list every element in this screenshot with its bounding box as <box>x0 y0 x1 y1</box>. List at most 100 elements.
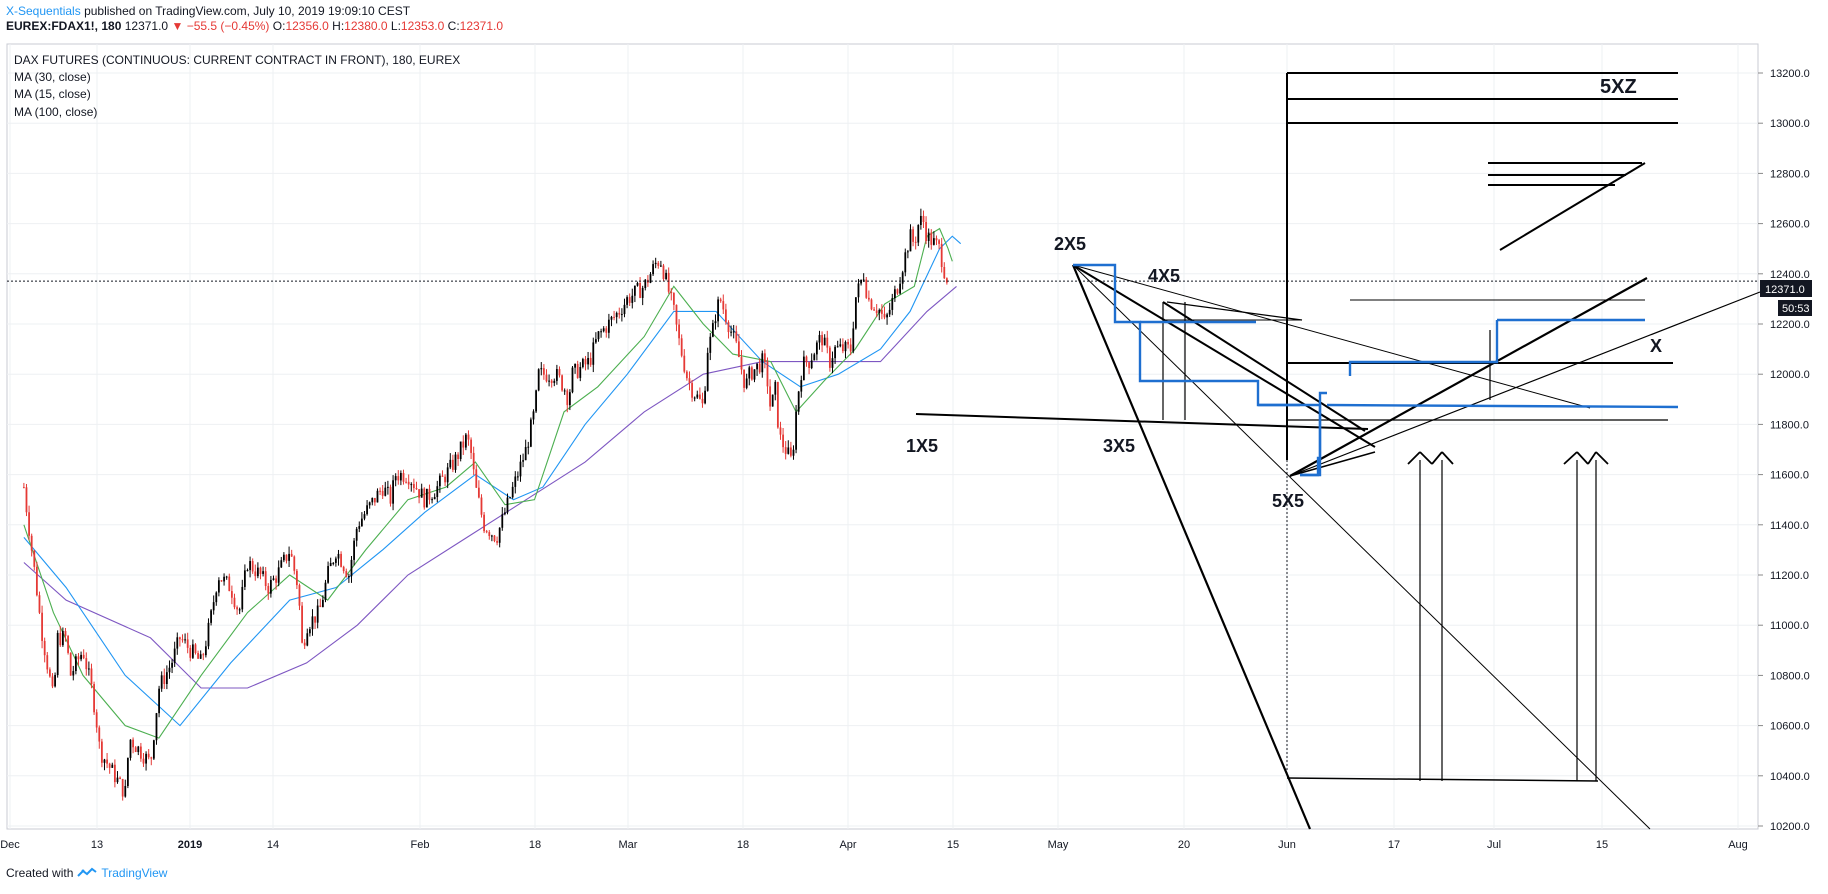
candle-body <box>867 297 870 300</box>
ma15-path <box>23 227 953 739</box>
candle-body <box>945 278 948 283</box>
candle-body <box>342 566 345 572</box>
candle-body <box>792 449 795 456</box>
candle-body <box>886 314 888 318</box>
candle-body <box>85 658 88 670</box>
candle-body <box>389 486 392 504</box>
candle-body <box>568 392 571 406</box>
candle-body <box>540 368 543 370</box>
candle-body <box>795 411 797 450</box>
arrow-head-3a <box>1563 451 1578 465</box>
x-tick-label: 17 <box>1388 839 1400 851</box>
candle-body <box>737 341 740 358</box>
y-tick-label: 12800.0 <box>1770 168 1810 180</box>
candle-body <box>410 484 413 486</box>
candle-body <box>345 571 348 577</box>
candle-body <box>178 637 181 640</box>
candle-body <box>126 757 129 786</box>
candle-body <box>93 684 95 713</box>
candle-body <box>808 362 810 369</box>
candle-body <box>119 777 121 780</box>
candle-body <box>332 562 335 564</box>
candle-body <box>873 309 875 311</box>
publish-info: X-Sequentials published on TradingView.c… <box>6 4 503 19</box>
candle-body <box>823 337 826 346</box>
candle-body <box>561 375 563 391</box>
candle-body <box>644 279 647 289</box>
candle-body <box>631 295 634 303</box>
candle-body <box>797 391 800 412</box>
candle-body <box>25 487 28 513</box>
legend-ma100[interactable]: MA (100, close) <box>14 105 97 119</box>
candle-body <box>490 535 493 537</box>
legend-ma15[interactable]: MA (15, close) <box>14 87 91 101</box>
candle-body <box>735 331 738 342</box>
countdown-tag-text: 50:53 <box>1782 303 1810 315</box>
x-tick-label: 18 <box>529 839 541 851</box>
ma15-line <box>23 227 953 739</box>
ma100-path <box>23 285 957 689</box>
ma30-path <box>23 235 962 727</box>
x-tick-label: May <box>1048 839 1069 851</box>
candle-body <box>35 566 38 596</box>
candle-body <box>834 346 836 359</box>
candle-body <box>761 353 764 373</box>
candle-body <box>272 578 275 580</box>
candle-body <box>652 264 654 275</box>
candle-body <box>256 567 259 577</box>
candle-body <box>204 646 207 656</box>
candle-body <box>925 222 927 241</box>
candle-body <box>654 262 657 265</box>
author-link[interactable]: X-Sequentials <box>6 4 81 18</box>
candle-body <box>319 605 322 607</box>
candle-body <box>935 238 938 241</box>
candle-body <box>392 480 394 504</box>
countdown-tag-bg <box>1778 300 1812 316</box>
candle-body <box>121 779 124 797</box>
candle-body <box>46 655 49 670</box>
arrow-head-1a <box>1407 451 1421 465</box>
candle-body <box>324 582 327 600</box>
candle-body <box>56 632 59 675</box>
candle-body <box>849 344 852 352</box>
candle-body <box>802 356 805 381</box>
candle-body <box>563 390 566 392</box>
candle-body <box>173 648 176 663</box>
candle-body <box>384 487 387 496</box>
candle-body <box>106 759 108 764</box>
candle-body <box>467 434 470 440</box>
candle-body <box>132 739 134 748</box>
candle-body <box>719 299 722 302</box>
tradingview-link[interactable]: TradingView <box>101 866 168 880</box>
candle-body <box>501 514 504 528</box>
legend-ma30[interactable]: MA (30, close) <box>14 70 91 84</box>
y-tick-label: 13000.0 <box>1770 118 1810 130</box>
candle-body <box>844 341 847 352</box>
candle-body <box>186 639 189 648</box>
candle-body <box>922 215 925 223</box>
candle-body <box>771 394 774 407</box>
label-1x5: 1X5 <box>906 436 938 456</box>
candle-body <box>810 360 813 369</box>
candle-body <box>30 535 33 551</box>
time-axis[interactable]: Dec 13 2019 14 Feb 18 Mar 18 Apr 15 May 20 Jun 17 Jul 1… <box>0 839 1748 851</box>
price-axis[interactable]: 13200.0 13000.0 12800.0 12600.0 12400.0 12200… <box>1758 68 1810 833</box>
candle-body <box>917 225 920 243</box>
candle-body <box>766 361 769 387</box>
blue-step-1 <box>1073 263 1300 407</box>
candle-body <box>355 528 358 541</box>
candle-body <box>113 764 116 783</box>
candle-body <box>152 740 155 759</box>
blue-level-11890 <box>1326 403 1679 409</box>
candle-body <box>693 397 696 399</box>
y-tick-label: 11400.0 <box>1770 520 1809 532</box>
candle-body <box>329 563 332 567</box>
candle-body <box>163 675 166 684</box>
candle-body <box>685 371 688 379</box>
candle-body <box>758 363 761 373</box>
candle-body <box>878 309 881 314</box>
candle-body <box>181 639 184 641</box>
y-tick-label: 11600.0 <box>1770 470 1809 482</box>
candle-body <box>706 352 709 391</box>
